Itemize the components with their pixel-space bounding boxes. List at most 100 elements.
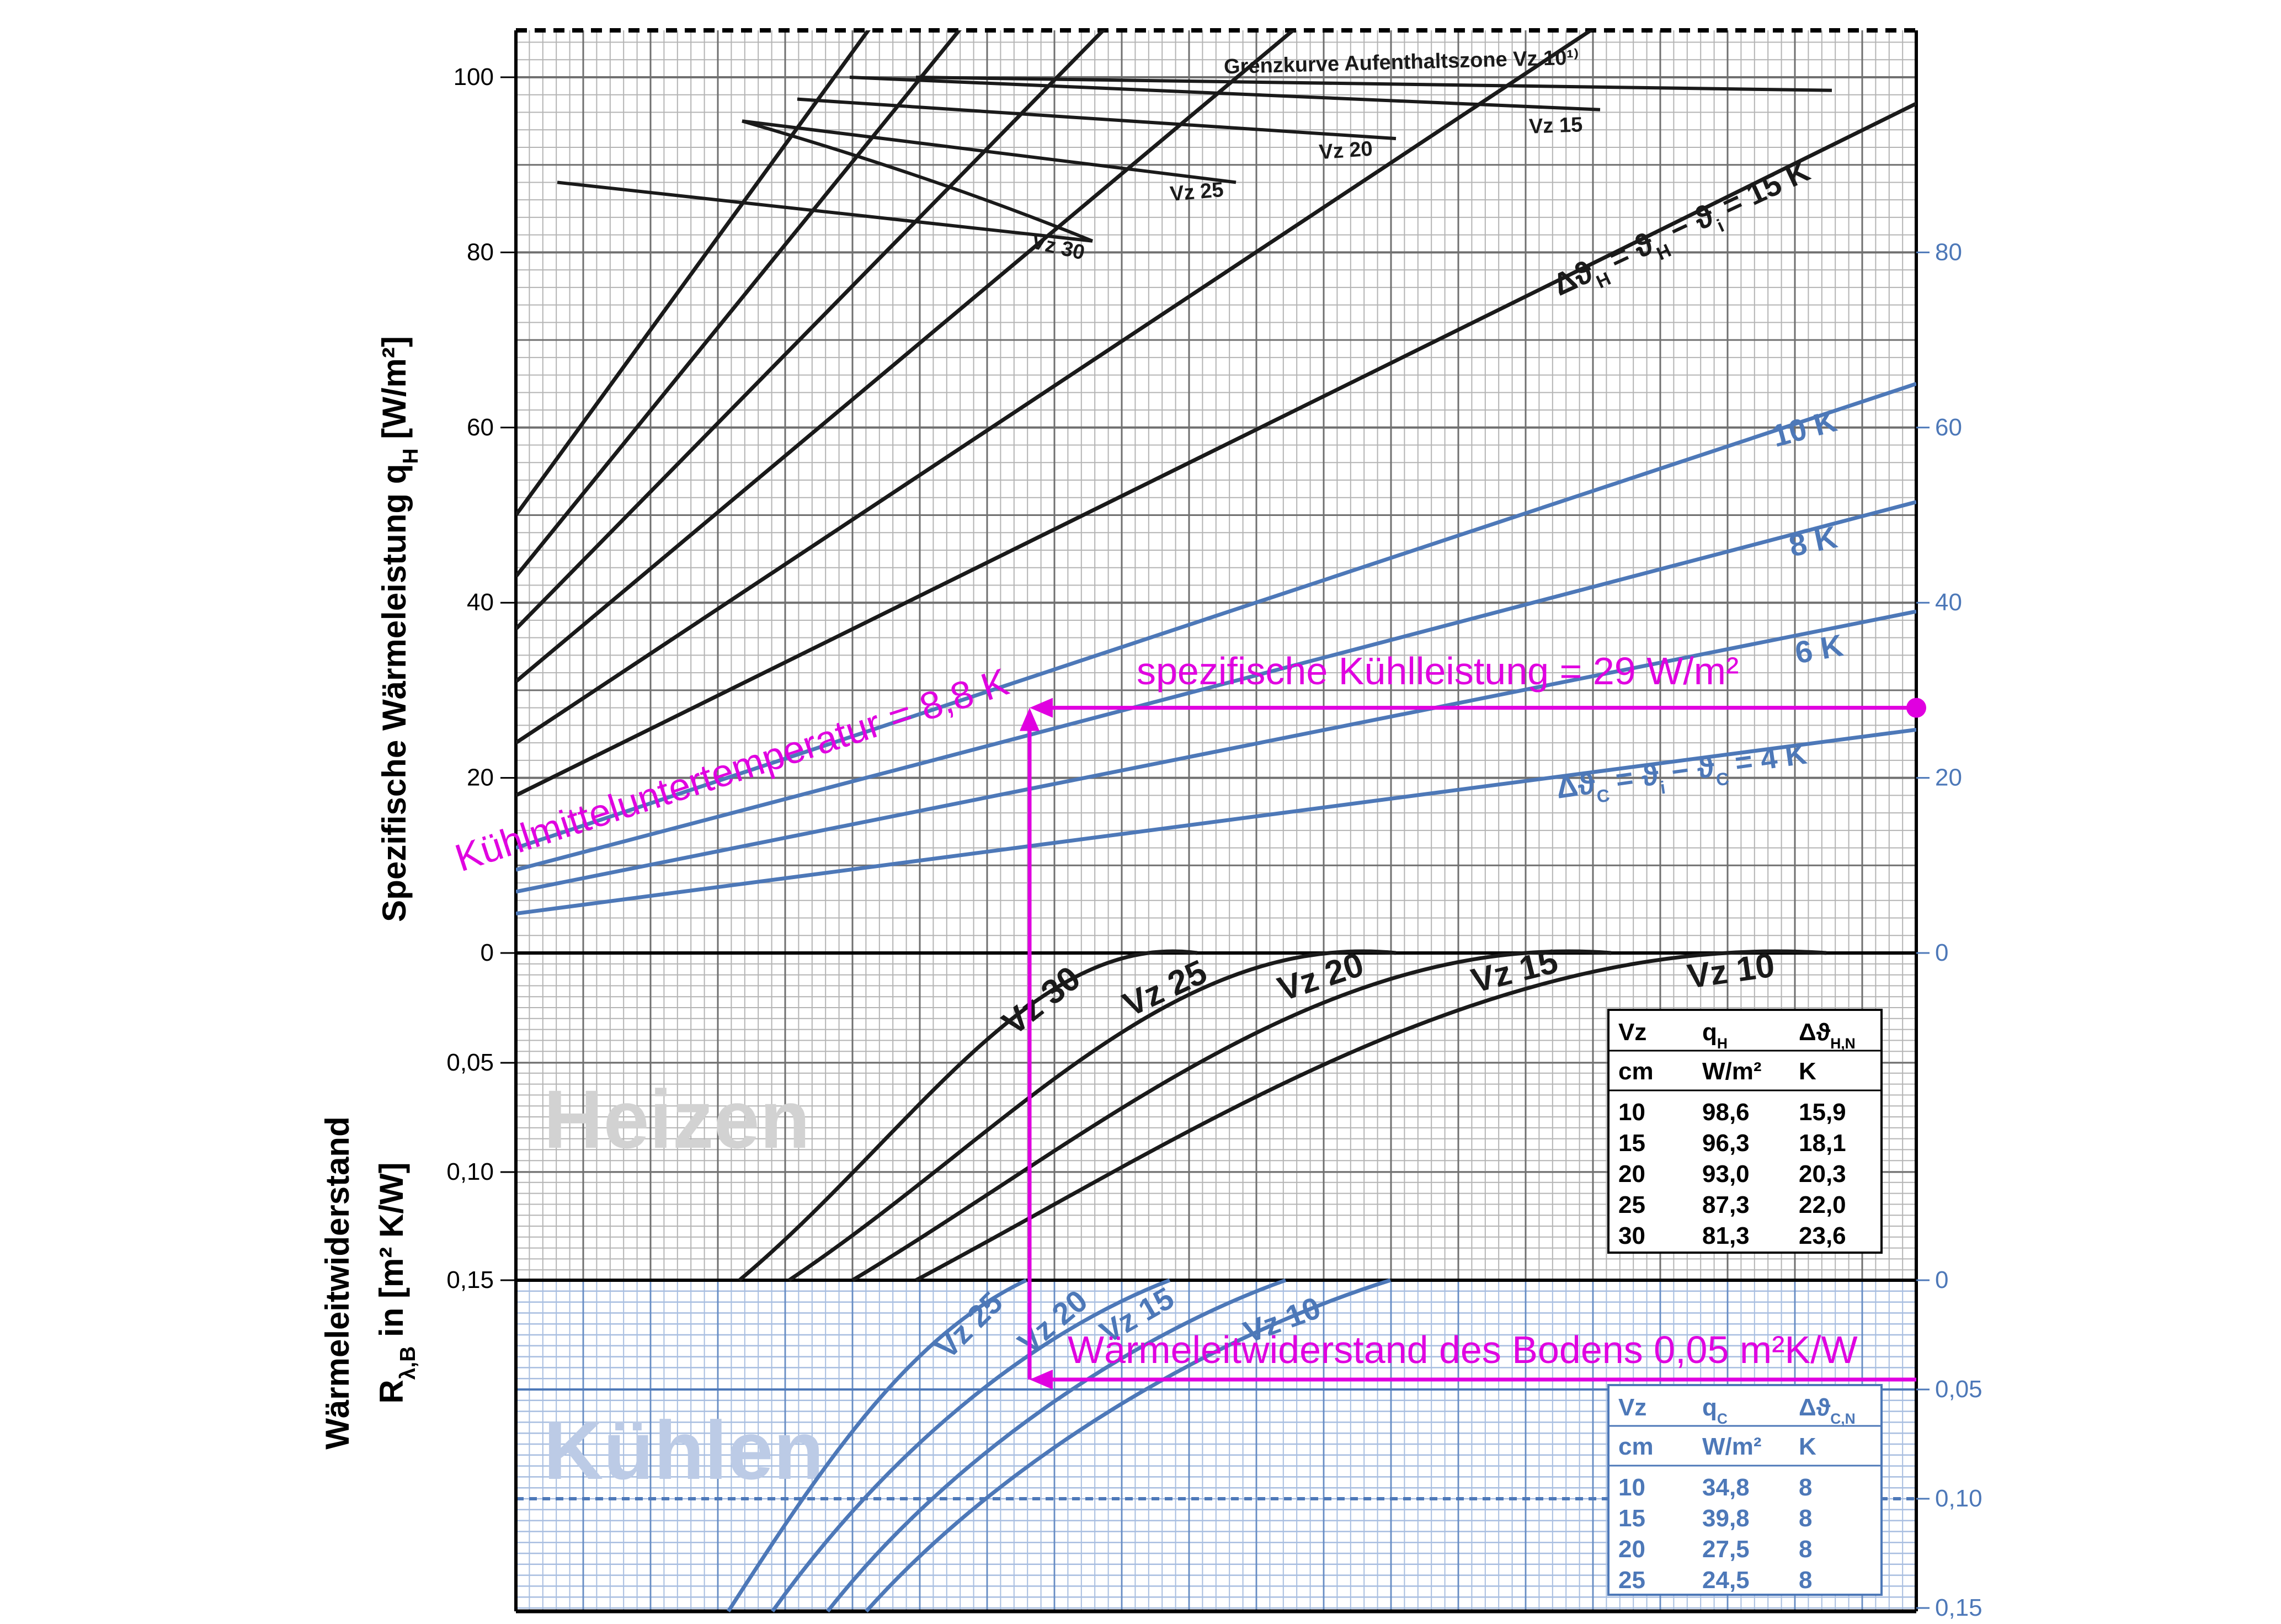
annot-cooling-power: spezifische Kühlleistung = 29 W/m²	[1137, 649, 1739, 693]
tick-label-left-heat: 0,10	[446, 1158, 494, 1185]
heating-table-cell: 15	[1618, 1130, 1645, 1157]
cooling-vz-curve	[826, 1278, 1287, 1613]
cooling-delta-line	[516, 382, 1916, 850]
grenzkurve-line	[849, 76, 1601, 111]
text-part: R	[373, 1380, 410, 1403]
heating-table-cell: 30	[1618, 1222, 1645, 1249]
tick-label-right: 0	[1935, 939, 1948, 966]
tick-label-right-cool: 0	[1935, 1266, 1948, 1293]
heating-table-cell: 93,0	[1702, 1160, 1750, 1188]
cooling-table-cell: 39,8	[1702, 1505, 1750, 1532]
text-part: − ϑ	[1661, 750, 1717, 790]
vz-curves	[727, 949, 1827, 1613]
tick-label-left: 80	[467, 238, 494, 265]
subscript: C	[1595, 785, 1611, 807]
subscript: H,N	[1830, 1035, 1855, 1052]
tick-label-left: 60	[467, 414, 494, 441]
cooling-table-cell: 20	[1618, 1536, 1645, 1563]
y-axis-title-bottom-2: Rλ,B in [m² K/W]	[373, 1162, 420, 1403]
cooling-vz-curve	[727, 1278, 1027, 1612]
annot-floor-resistance: Wärmeleitwiderstand des Bodens 0,05 m²K/…	[1068, 1328, 1858, 1371]
annot-arrow-left-bottom	[1030, 1370, 1053, 1389]
heating-vz-curve	[788, 949, 1397, 1282]
tick-label-right: 60	[1935, 414, 1962, 441]
heating-vz-curve	[915, 949, 1827, 1282]
watermark-heizen: Heizen	[543, 1073, 810, 1165]
tick-label-left: 20	[467, 764, 494, 791]
text-part: q	[1702, 1019, 1717, 1046]
heating-delta-line	[516, 102, 1916, 797]
cooling-table-cell: 10	[1618, 1474, 1645, 1501]
heating-vz-curve	[851, 949, 1612, 1282]
y-axis-title-bottom-1: Wärmeleitwiderstand	[319, 1116, 356, 1450]
cooling-table-unit: K	[1799, 1433, 1816, 1460]
heating-delta-line	[516, 30, 871, 517]
cooling-table-cell: 27,5	[1702, 1536, 1750, 1563]
heating-table-cell: 22,0	[1799, 1191, 1846, 1218]
subscript: C	[1717, 1410, 1728, 1427]
grenzkurve-label-vz20: Vz 20	[1318, 137, 1373, 164]
heating-table-cell: 20	[1618, 1160, 1645, 1188]
subscript: H	[399, 448, 423, 464]
cooling-table-header: ΔϑC,N	[1799, 1394, 1856, 1427]
grenzkurve-line	[797, 97, 1397, 141]
heating-table-header: Vz	[1618, 1019, 1646, 1046]
heating-table-cell: 15,9	[1799, 1099, 1846, 1126]
subscript: C,N	[1830, 1410, 1855, 1427]
cooling-table-header: qC	[1702, 1394, 1728, 1427]
tick-label-right: 40	[1935, 589, 1962, 616]
subscript: H	[1717, 1035, 1728, 1052]
cooling-table-unit: cm	[1618, 1433, 1654, 1460]
tick-label-left-heat: 0,05	[446, 1049, 494, 1076]
heating-delta-line	[516, 30, 962, 578]
tick-label-right-cool: 0,05	[1935, 1376, 1982, 1403]
cooling-delta-line	[516, 609, 1916, 894]
text-part: = ϑ	[1605, 758, 1661, 797]
text-part: [W/m²]	[376, 336, 413, 448]
cooling-table-cell: 8	[1799, 1567, 1812, 1594]
tick-label-left: 40	[467, 589, 494, 616]
cooling-table-cell: 25	[1618, 1567, 1645, 1594]
text-part: Δϑ	[1799, 1394, 1831, 1421]
heating-delta-line	[516, 30, 1595, 745]
text-part: in [m² K/W]	[373, 1162, 410, 1346]
cooling-table-cell: 8	[1799, 1536, 1812, 1563]
cooling-table-cell: 8	[1799, 1474, 1812, 1501]
top-lines	[516, 30, 1916, 916]
cooling-table: Vz qC ΔϑC,N cm W/m² K 10 34,8 8 15 39,8 8 20 27,5 8 25 2…	[1607, 1384, 1883, 1596]
cooling-vz-curve	[865, 1278, 1392, 1613]
annot-point	[1906, 697, 1926, 718]
grenzkurve-vz30	[742, 119, 1094, 243]
text-part: Spezifische Wärmeleistung q	[376, 464, 413, 922]
cooling-table-cell: 15	[1618, 1505, 1645, 1532]
grenzkurve-line	[742, 119, 1237, 184]
heating-table-cell: 96,3	[1702, 1130, 1750, 1157]
tables: Vz qH ΔϑH,Ncm W/m² K10 98,6 15,915 96,3 18,120 93…	[1607, 1009, 1883, 1596]
heating-table-cell: 25	[1618, 1191, 1645, 1218]
heating-table-header: ΔϑH,N	[1799, 1019, 1856, 1052]
grenzkurve-line	[915, 76, 1832, 92]
tick-label-left-heat: 0,15	[446, 1266, 494, 1293]
heating-table-cell: 10	[1618, 1099, 1645, 1126]
subscript: λ,B	[396, 1346, 420, 1380]
text-part: q	[1702, 1394, 1717, 1421]
heating-table-cell: 20,3	[1799, 1160, 1846, 1188]
tick-label-right-cool: 0,15	[1935, 1594, 1982, 1621]
cooling-vz-curve	[771, 1278, 1171, 1613]
watermarks: Heizen Kühlen	[543, 1073, 824, 1497]
cooling-delta-line	[516, 727, 1916, 916]
grenzkurve-line	[557, 180, 1093, 243]
tick-label-right: 20	[1935, 764, 1962, 791]
annot-arrow-up	[1020, 707, 1040, 731]
tick-label-left: 0	[481, 939, 494, 966]
heating-table-cell: 23,6	[1799, 1222, 1846, 1249]
cooling-table-box	[1607, 1384, 1883, 1596]
text-part: Δϑ	[1554, 766, 1597, 805]
heating-table-unit: cm	[1618, 1058, 1654, 1085]
heating-table-header: qH	[1702, 1019, 1728, 1052]
tick-label-right: 80	[1935, 238, 1962, 265]
cooling-table-header: Vz	[1618, 1394, 1646, 1421]
text-part: Vz	[1618, 1394, 1646, 1421]
